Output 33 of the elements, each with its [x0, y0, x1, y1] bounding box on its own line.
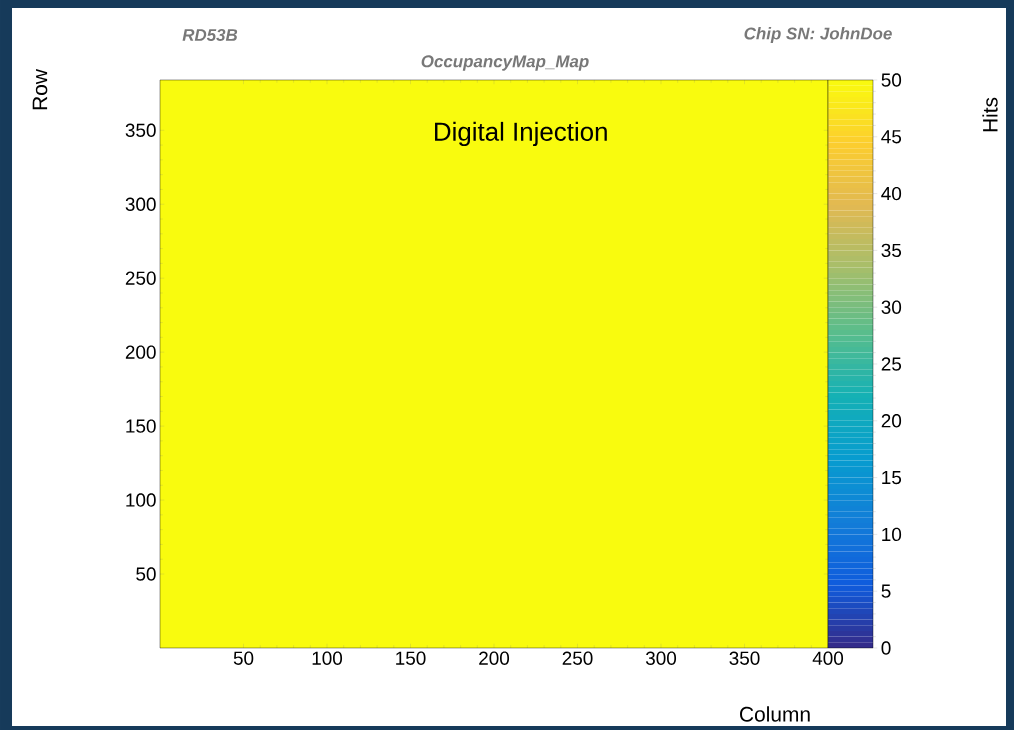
- chart-title: OccupancyMap_Map: [421, 55, 589, 71]
- y-tick-label: 100: [126, 493, 156, 507]
- y-tick-label: 250: [125, 271, 156, 285]
- color-bar-label: 50: [881, 73, 902, 87]
- x-axis-title: Column: [740, 706, 810, 722]
- y-tick-label: 300: [125, 197, 156, 211]
- color-bar-label: 45: [881, 130, 902, 144]
- color-bar-label: 5: [881, 584, 891, 598]
- annotation: Digital Injection: [435, 121, 607, 147]
- text: RD53B: [182, 28, 238, 41]
- color-bar-label: 40: [881, 186, 902, 201]
- y-tick-label: 350: [125, 123, 156, 137]
- color-bar-label: 0: [881, 641, 891, 655]
- x-tick-label: 100: [312, 651, 343, 665]
- color-bar-title: Hits: [982, 97, 998, 132]
- x-tick-label: 150: [396, 651, 426, 665]
- x-tick-label: 400: [812, 651, 844, 665]
- color-bar-label: 10: [882, 527, 902, 542]
- y-tick-label: 50: [136, 567, 156, 581]
- color-bar-label: 35: [881, 243, 902, 258]
- y-tick-label: 200: [125, 345, 156, 359]
- color-bar-label: 20: [881, 414, 902, 428]
- text: Chip SN: JohnDoe: [744, 27, 892, 43]
- x-tick-label: 300: [645, 651, 677, 665]
- color-bar-label: 15: [882, 470, 902, 485]
- x-tick-label: 200: [479, 651, 510, 665]
- y-tick-label: 150: [126, 419, 156, 433]
- x-tick-label: 350: [729, 651, 760, 665]
- color-bar-label: 25: [881, 357, 902, 371]
- x-tick-label: 50: [233, 651, 254, 665]
- color-bar-label: 30: [881, 300, 902, 314]
- x-tick-label: 250: [562, 651, 593, 665]
- y-axis-title: Row: [32, 69, 48, 110]
